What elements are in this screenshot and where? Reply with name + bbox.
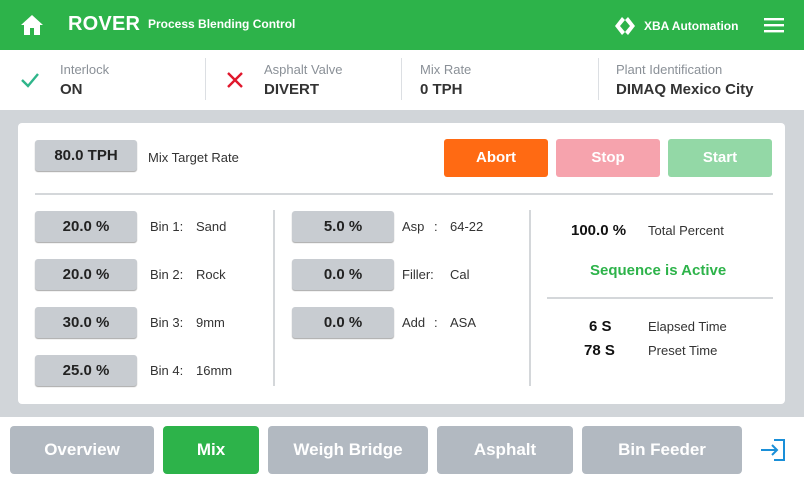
tab-overview[interactable]: Overview [10, 426, 154, 474]
section-divider [35, 193, 773, 195]
check-icon [21, 73, 39, 88]
status-bar: Interlock ON Asphalt Valve DIVERT Mix Ra… [0, 50, 804, 110]
elapsed-time-value: 6 S [589, 318, 612, 335]
xba-logo-icon [615, 17, 635, 35]
bin-2-percent-input[interactable]: 20.0 % [35, 259, 137, 290]
filler-percent-input[interactable]: 0.0 % [292, 259, 394, 290]
app-header: ROVER Process Blending Control XBA Autom… [0, 0, 804, 50]
bin-1-material: Sand [196, 219, 227, 234]
asphalt-valve-value: DIVERT [264, 81, 320, 98]
bin-2-name: Bin 2: [150, 267, 184, 282]
brand-name: XBA Automation [644, 19, 739, 33]
filler-material: Cal [450, 267, 470, 282]
plant-id-value: DIMAQ Mexico City [616, 81, 754, 98]
preset-time-label: Preset Time [648, 343, 718, 358]
tab-bin-feeder[interactable]: Bin Feeder [582, 426, 742, 474]
bin-4-material: 16mm [196, 363, 233, 378]
bin-4-name: Bin 4: [150, 363, 184, 378]
filler-name: Filler: [402, 267, 434, 282]
app-subtitle: Process Blending Control [148, 17, 296, 31]
status-divider [205, 58, 206, 100]
additive-name: Add [402, 315, 426, 330]
preset-time-value: 78 S [584, 342, 615, 359]
bin-4-percent-input[interactable]: 25.0 % [35, 355, 137, 386]
plant-id-label: Plant Identification [616, 62, 723, 77]
status-divider [401, 58, 402, 100]
total-percent-label: Total Percent [648, 223, 724, 238]
additive-percent-input[interactable]: 0.0 % [292, 307, 394, 338]
asphalt-valve-label: Asphalt Valve [264, 62, 343, 77]
abort-button[interactable]: Abort [444, 139, 548, 177]
mix-rate-label: Mix Rate [420, 62, 472, 77]
tab-mix[interactable]: Mix [163, 426, 259, 474]
sequence-status: Sequence is Active [590, 262, 727, 279]
start-button[interactable]: Start [668, 139, 772, 177]
summary-divider [547, 297, 773, 299]
interlock-value: ON [60, 81, 83, 98]
home-icon[interactable] [20, 13, 44, 37]
mix-target-rate-label: Mix Target Rate [148, 150, 239, 165]
bin-3-percent-input[interactable]: 30.0 % [35, 307, 137, 338]
bin-2-material: Rock [196, 267, 226, 282]
column-divider [529, 210, 531, 386]
additive-material: ASA [450, 315, 477, 330]
stop-button[interactable]: Stop [556, 139, 660, 177]
mix-target-rate-input[interactable]: 80.0 TPH [35, 140, 137, 171]
cross-icon [227, 72, 243, 88]
bin-3-material: 9mm [196, 315, 225, 330]
asphalt-name: Asp [402, 219, 425, 234]
app-title: ROVER [68, 13, 141, 35]
mix-rate-value: 0 TPH [420, 81, 463, 98]
bin-3-name: Bin 3: [150, 315, 184, 330]
logout-icon[interactable] [760, 438, 786, 462]
asphalt-percent-input[interactable]: 5.0 % [292, 211, 394, 242]
additive-sep: : [434, 315, 438, 330]
asphalt-material: 64-22 [450, 219, 484, 234]
hamburger-menu-icon[interactable] [764, 17, 784, 33]
tab-weigh-bridge[interactable]: Weigh Bridge [268, 426, 428, 474]
tab-asphalt[interactable]: Asphalt [437, 426, 573, 474]
interlock-label: Interlock [60, 62, 110, 77]
asphalt-sep: : [434, 219, 438, 234]
status-divider [598, 58, 599, 100]
bin-1-name: Bin 1: [150, 219, 184, 234]
elapsed-time-label: Elapsed Time [648, 319, 727, 334]
total-percent-value: 100.0 % [571, 222, 627, 239]
bin-1-percent-input[interactable]: 20.0 % [35, 211, 137, 242]
column-divider [273, 210, 275, 386]
